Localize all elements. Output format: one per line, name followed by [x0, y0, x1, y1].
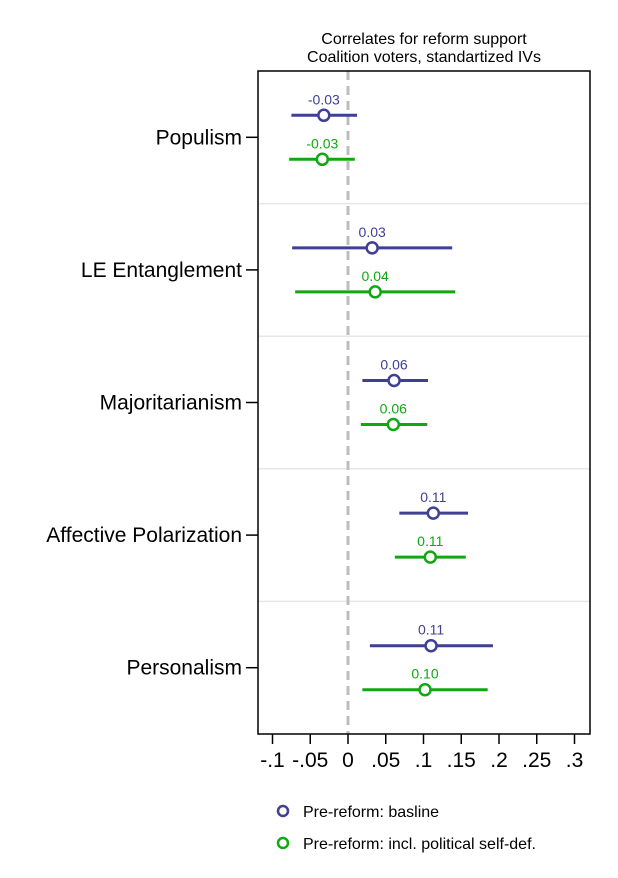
legend-marker-baseline: [276, 804, 290, 818]
x-tick-label: 0: [342, 749, 354, 772]
data-label: 0.10: [411, 666, 438, 682]
data-label: -0.03: [308, 91, 340, 107]
data-label: 0.03: [359, 224, 386, 240]
point-estimate: [423, 550, 438, 564]
chart-title: Correlates for reform support: [321, 31, 527, 48]
legend-marker-self-def: [276, 836, 290, 850]
point-estimate: [386, 417, 401, 432]
legend-label-self-def: Pre-reform: incl. political self-def.: [303, 836, 536, 853]
x-tick-label: -.1: [260, 749, 285, 772]
point-estimate: [418, 682, 432, 697]
data-label: 0.11: [420, 489, 446, 505]
category-label: Populism: [156, 126, 242, 149]
data-label: 0.06: [380, 401, 407, 417]
x-tick-label: -.05: [292, 749, 328, 772]
data-label: 0.11: [418, 622, 444, 638]
data-label: -0.03: [306, 135, 338, 151]
point-estimate: [424, 638, 438, 653]
data-label: 0.11: [417, 533, 443, 549]
x-tick-label: .1: [415, 749, 433, 772]
x-tick-label: .15: [447, 749, 476, 772]
legend-label-baseline: Pre-reform: basline: [303, 804, 439, 821]
category-label: Affective Polarization: [46, 524, 242, 547]
point-estimate: [365, 241, 379, 255]
category-label: Personalism: [126, 657, 242, 680]
x-tick-label: .05: [371, 749, 400, 772]
x-tick-label: .3: [566, 749, 584, 772]
point-estimate: [317, 108, 331, 123]
data-label: 0.04: [362, 268, 389, 284]
point-estimate: [315, 152, 330, 167]
point-estimate: [387, 373, 401, 388]
point-estimate: [368, 285, 382, 299]
chart-subtitle: Coalition voters, standartized IVs: [307, 49, 541, 66]
point-estimate: [426, 506, 441, 520]
category-label: Majoritarianism: [100, 392, 242, 415]
x-tick-label: .25: [522, 749, 551, 772]
category-label: LE Entanglement: [81, 259, 242, 282]
data-label: 0.06: [380, 357, 407, 373]
x-tick-label: .2: [490, 749, 508, 772]
legend: Pre-reform: basline Pre-reform: incl. po…: [276, 804, 536, 853]
